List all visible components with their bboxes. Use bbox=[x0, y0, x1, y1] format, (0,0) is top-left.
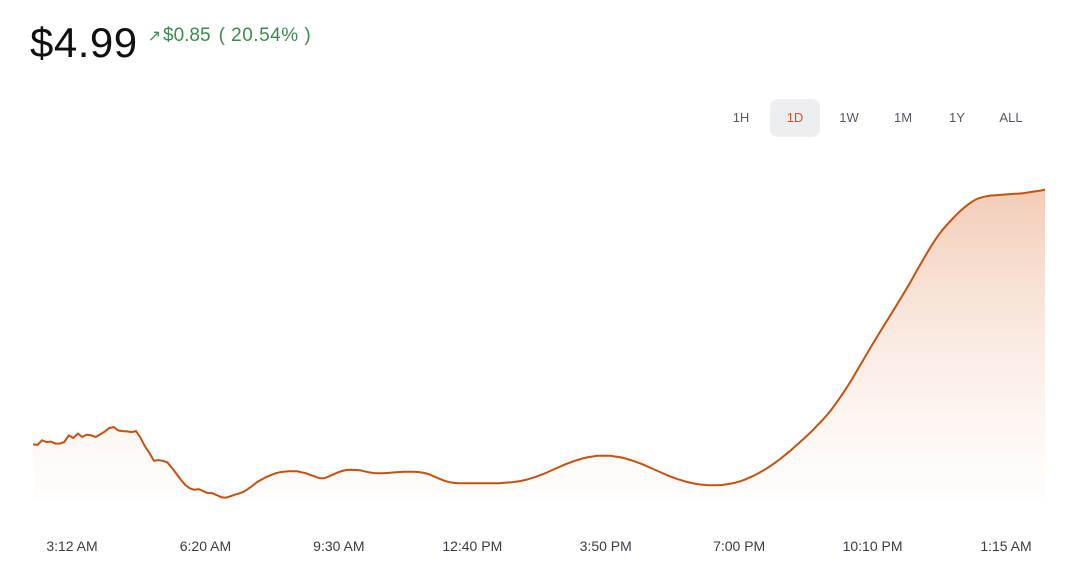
x-tick-label: 3:12 AM bbox=[46, 538, 97, 554]
change-percent: ( 20.54% ) bbox=[218, 25, 312, 46]
x-tick-label: 7:00 PM bbox=[713, 538, 765, 554]
current-price: $4.99 bbox=[30, 19, 138, 66]
price-chart[interactable]: 3:12 AM 6:20 AM 9:30 AM 12:40 PM 3:50 PM 7:00… bbox=[0, 150, 1078, 579]
range-tab-1m[interactable]: 1M bbox=[893, 110, 913, 125]
x-tick-label: 12:40 PM bbox=[442, 538, 502, 554]
x-tick-label: 6:20 AM bbox=[180, 538, 231, 554]
time-range-selector: 1H 1D 1W 1M 1Y ALL bbox=[716, 99, 1036, 137]
x-axis-ticks: 3:12 AM 6:20 AM 9:30 AM 12:40 PM 3:50 PM 7:00… bbox=[46, 538, 1031, 554]
range-tab-1w[interactable]: 1W bbox=[839, 110, 859, 125]
range-tab-1y[interactable]: 1Y bbox=[949, 110, 965, 125]
price-header: $4.99 ↗ $0.85 ( 20.54% ) bbox=[30, 18, 311, 68]
change-amount: $0.85 bbox=[163, 25, 211, 46]
price-change: ↗ $0.85 ( 20.54% ) bbox=[148, 25, 312, 47]
range-tab-all[interactable]: ALL bbox=[999, 110, 1023, 125]
price-area-fill bbox=[33, 189, 1045, 498]
range-tab-1d[interactable]: 1D bbox=[770, 99, 820, 137]
range-tab-1h[interactable]: 1H bbox=[732, 110, 750, 125]
x-tick-label: 9:30 AM bbox=[313, 538, 364, 554]
x-tick-label: 1:15 AM bbox=[980, 538, 1031, 554]
x-tick-label: 3:50 PM bbox=[580, 538, 632, 554]
price-line bbox=[32, 188, 1046, 499]
x-tick-label: 10:10 PM bbox=[843, 538, 903, 554]
arrow-up-right-icon: ↗ bbox=[147, 28, 162, 45]
